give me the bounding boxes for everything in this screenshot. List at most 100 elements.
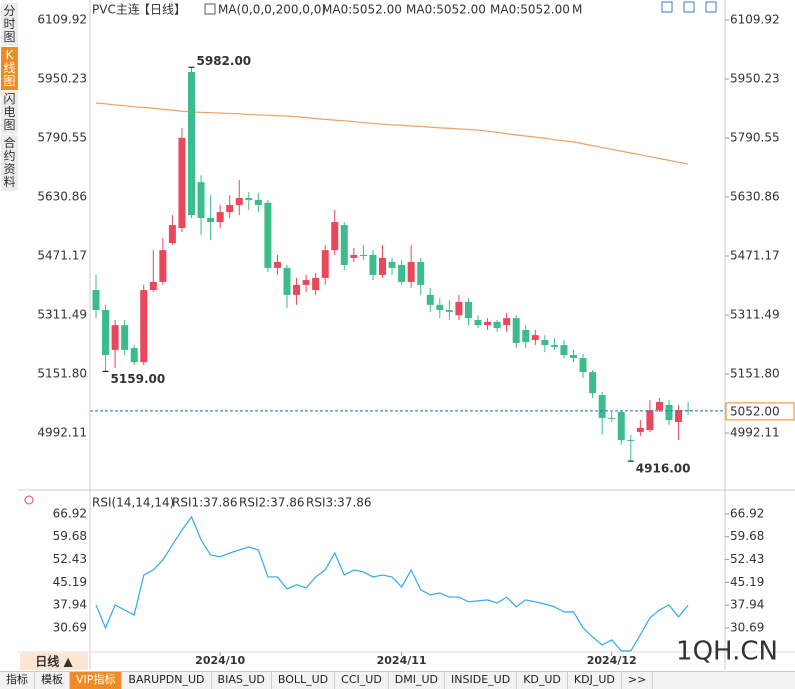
candle-body xyxy=(398,264,406,282)
toolbar-tab[interactable]: 模板 xyxy=(35,672,70,689)
candle-body xyxy=(273,261,281,268)
candle-body xyxy=(484,321,492,326)
candle-body xyxy=(570,355,577,359)
annotation-label: 5982.00 xyxy=(197,54,252,68)
candle-body xyxy=(407,261,415,282)
rsi-tick-label: 59.68 xyxy=(53,529,87,543)
candle-body xyxy=(646,410,654,431)
candle-body xyxy=(455,301,463,316)
header-text: MA0:5052.00 xyxy=(322,3,402,17)
y-tick-label: 5151.80 xyxy=(37,367,87,381)
candle-body xyxy=(264,202,272,268)
y-tick-label: 4992.11 xyxy=(37,426,87,440)
toolbar-tab[interactable]: >> xyxy=(622,672,654,689)
toolbar-tab[interactable]: BARUPDN_UD xyxy=(122,672,212,689)
header-text: MA0:5052.00 xyxy=(490,3,570,17)
y-tick-label-right: 6109.92 xyxy=(730,12,780,26)
candle-body xyxy=(522,329,530,343)
header-text: MA0:5052.00 xyxy=(406,3,486,17)
header-text: M xyxy=(572,3,582,17)
last-price-label: 5052.00 xyxy=(730,404,780,418)
y-tick-label: 5790.55 xyxy=(37,130,87,144)
rsi-label: RSI3:37.86 xyxy=(306,496,372,510)
candle-body xyxy=(426,294,434,305)
rsi-title: RSI(14,14,14) xyxy=(92,496,174,510)
candle-body xyxy=(350,254,358,258)
y-tick-label: 5630.86 xyxy=(37,190,87,204)
rsi-tick-label: 37.94 xyxy=(53,598,87,612)
y-tick-label: 6109.92 xyxy=(37,12,87,26)
candle-body xyxy=(140,290,148,363)
candle-body xyxy=(302,280,310,285)
toolbar: 指标 模板 VIP指标 BARUPDN_UD BIAS_UD BOLL_UD CCI_UD D… xyxy=(0,671,795,689)
candle-body xyxy=(474,319,482,326)
candle-body xyxy=(675,410,683,422)
ma-icon xyxy=(204,3,216,15)
candle-body xyxy=(579,358,587,373)
candle-body xyxy=(331,222,339,251)
y-tick-label-right: 4992.11 xyxy=(730,426,780,440)
candle-body xyxy=(254,199,262,206)
tool-icon xyxy=(683,1,695,13)
candle-body xyxy=(388,261,396,268)
candle-body xyxy=(541,339,549,346)
candle-body xyxy=(283,267,291,295)
side-tab[interactable]: K线图 xyxy=(1,47,18,91)
candle-body xyxy=(359,254,367,256)
y-tick-label: 5311.49 xyxy=(37,308,87,322)
rsi-label: RSI2:37.86 xyxy=(239,496,305,510)
tool-icon xyxy=(705,1,717,13)
header-text: PVC主连 xyxy=(92,2,140,17)
candle-body xyxy=(655,402,663,411)
candle-body xyxy=(503,318,511,326)
candle-body xyxy=(197,182,205,219)
y-tick-label-right: 5630.86 xyxy=(730,190,780,204)
candle-body xyxy=(216,212,224,223)
candle-body xyxy=(493,321,501,329)
tool-icon xyxy=(661,1,673,13)
rsi-label: RSI1:37.86 xyxy=(172,496,238,510)
toolbar-tab[interactable]: BIAS_UD xyxy=(212,672,272,689)
side-tab[interactable]: 分时图 xyxy=(1,3,18,47)
header-text: 【日线】 xyxy=(138,3,186,17)
toolbar-tab[interactable]: KDJ_UD xyxy=(568,672,622,689)
candle-body xyxy=(235,198,243,206)
side-tab[interactable]: 合约资料 xyxy=(1,135,18,192)
toolbar-tab[interactable]: INSIDE_UD xyxy=(445,672,518,689)
rsi-tick-label-right: 30.69 xyxy=(730,620,764,634)
toolbar-tab[interactable]: 指标 xyxy=(0,672,35,689)
candle-body xyxy=(436,304,444,311)
rsi-tick-label: 52.43 xyxy=(53,552,87,566)
toolbar-tab[interactable]: CCI_UD xyxy=(335,672,389,689)
y-tick-label-right: 5311.49 xyxy=(730,308,780,322)
candle-body xyxy=(312,277,320,291)
candle-body xyxy=(178,137,186,228)
candle-body xyxy=(369,254,377,275)
rsi-tick-label-right: 52.43 xyxy=(730,552,764,566)
rsi-icon xyxy=(24,495,34,505)
header-text: MA(0,0,0,200,0,0) xyxy=(218,3,326,17)
y-tick-label: 5471.17 xyxy=(37,249,87,263)
toolbar-tab[interactable]: DMI_UD xyxy=(389,672,446,689)
side-tab[interactable]: 闪电图 xyxy=(1,91,18,135)
y-tick-label-right: 5471.17 xyxy=(730,249,780,263)
rsi-tick-label-right: 59.68 xyxy=(730,529,764,543)
annotation-label: 4916.00 xyxy=(636,462,691,476)
period-tab[interactable]: 日线 ▲ xyxy=(35,654,73,669)
toolbar-tab[interactable]: KD_UD xyxy=(517,672,568,689)
toolbar-tab[interactable]: BOLL_UD xyxy=(272,672,336,689)
rsi-tick-label: 45.19 xyxy=(53,575,87,589)
annotation-label: 5159.00 xyxy=(111,372,166,386)
candle-body xyxy=(111,325,119,350)
candle-body xyxy=(245,198,253,200)
y-tick-label-right: 5151.80 xyxy=(730,367,780,381)
candle-body xyxy=(665,404,673,421)
candle-body xyxy=(226,205,234,213)
y-tick-label-right: 5950.23 xyxy=(730,71,780,85)
toolbar-tab[interactable]: VIP指标 xyxy=(70,672,123,689)
candle-body xyxy=(464,301,472,319)
x-tick-label: 2024/12 xyxy=(587,654,637,667)
candle-body xyxy=(321,250,329,278)
rsi-tick-label-right: 66.92 xyxy=(730,506,764,520)
